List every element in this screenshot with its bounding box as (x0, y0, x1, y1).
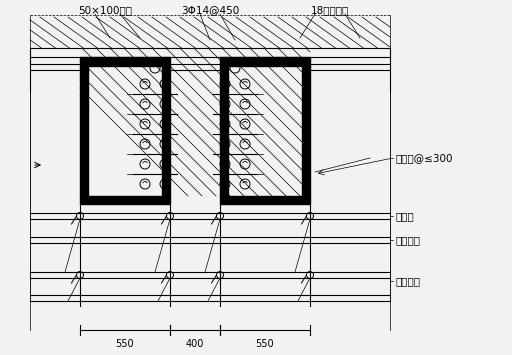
Text: 水平拉杆: 水平拉杆 (395, 276, 420, 286)
Text: 18厘胶合板: 18厘胶合板 (311, 5, 349, 15)
Text: 小横杆@≤300: 小横杆@≤300 (395, 153, 453, 163)
Text: 大横杆: 大横杆 (395, 211, 414, 221)
Text: 50×100木枳: 50×100木枳 (78, 5, 132, 15)
Text: 400: 400 (186, 339, 204, 349)
Text: 550: 550 (255, 339, 274, 349)
Text: 3Φ14@450: 3Φ14@450 (181, 5, 239, 15)
Text: 550: 550 (116, 339, 134, 349)
Text: 锃管立杆: 锃管立杆 (395, 235, 420, 245)
